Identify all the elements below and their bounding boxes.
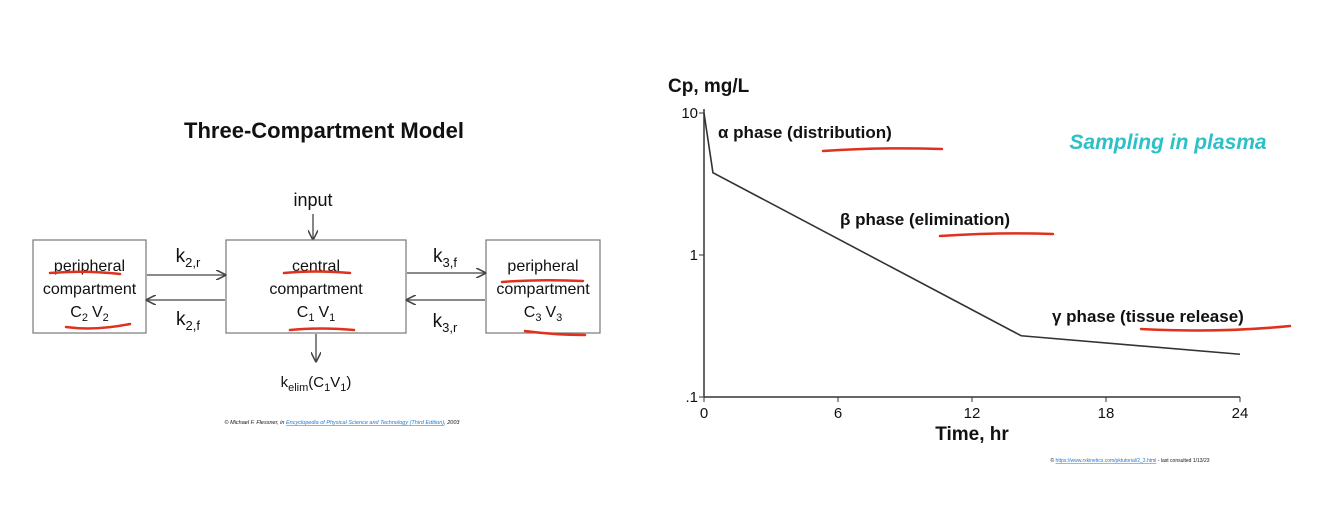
underline (523, 329, 587, 337)
x-axis-label: Time, hr (935, 424, 1009, 445)
rate-label: k2,r (176, 246, 201, 270)
underline (288, 327, 356, 332)
x-tick-label: 6 (834, 405, 842, 422)
underline (1139, 324, 1292, 332)
box-line: compartment (269, 281, 363, 298)
box-vars: C3 V3 (524, 304, 562, 324)
y-tick-label: 10 (681, 105, 698, 122)
annotation: β phase (elimination) (840, 210, 1010, 229)
annotation: γ phase (tissue release) (1052, 307, 1244, 326)
underline (48, 270, 122, 276)
diagram: Three-Compartment Model input peripheral… (32, 118, 601, 426)
underline (64, 322, 132, 330)
box-line: compartment (43, 281, 137, 298)
box-vars: C1 V1 (297, 304, 335, 324)
credit: © https://www.rxkinetics.com/pktutorial/… (1050, 457, 1209, 464)
diagram-title: Three-Compartment Model (184, 118, 464, 143)
credit: © Michael F. Flessner, in Encyclopedia o… (225, 419, 461, 426)
rate-label: k3,r (433, 311, 458, 335)
x-tick-label: 0 (700, 405, 708, 422)
compartment-box (225, 239, 407, 334)
elim-label: kelim(C1V1) (281, 374, 352, 394)
y-axis-label: Cp, mg/L (668, 76, 750, 97)
underline (821, 147, 944, 153)
data-line (703, 112, 1241, 356)
y-tick-label: 1 (690, 247, 698, 264)
compartment-box (32, 239, 147, 334)
rate-label: k2,f (176, 309, 200, 333)
side-note: Sampling in plasma (1069, 131, 1267, 154)
annotation: α phase (distribution) (718, 123, 892, 142)
x-tick-label: 12 (964, 405, 981, 422)
underline (500, 278, 585, 284)
underline (282, 270, 352, 275)
x-tick-label: 18 (1098, 405, 1115, 422)
x-tick-label: 24 (1232, 405, 1249, 422)
box-vars: C2 V2 (70, 304, 108, 324)
input-label: input (293, 190, 332, 210)
y-tick-label: .1 (685, 389, 698, 406)
box-line: peripheral (507, 258, 578, 275)
rate-label: k3,f (433, 246, 457, 270)
underline (938, 232, 1055, 238)
chart: Cp, mg/L Time, hr α phase (distribution)… (668, 76, 1292, 464)
box-line: compartment (496, 281, 590, 298)
